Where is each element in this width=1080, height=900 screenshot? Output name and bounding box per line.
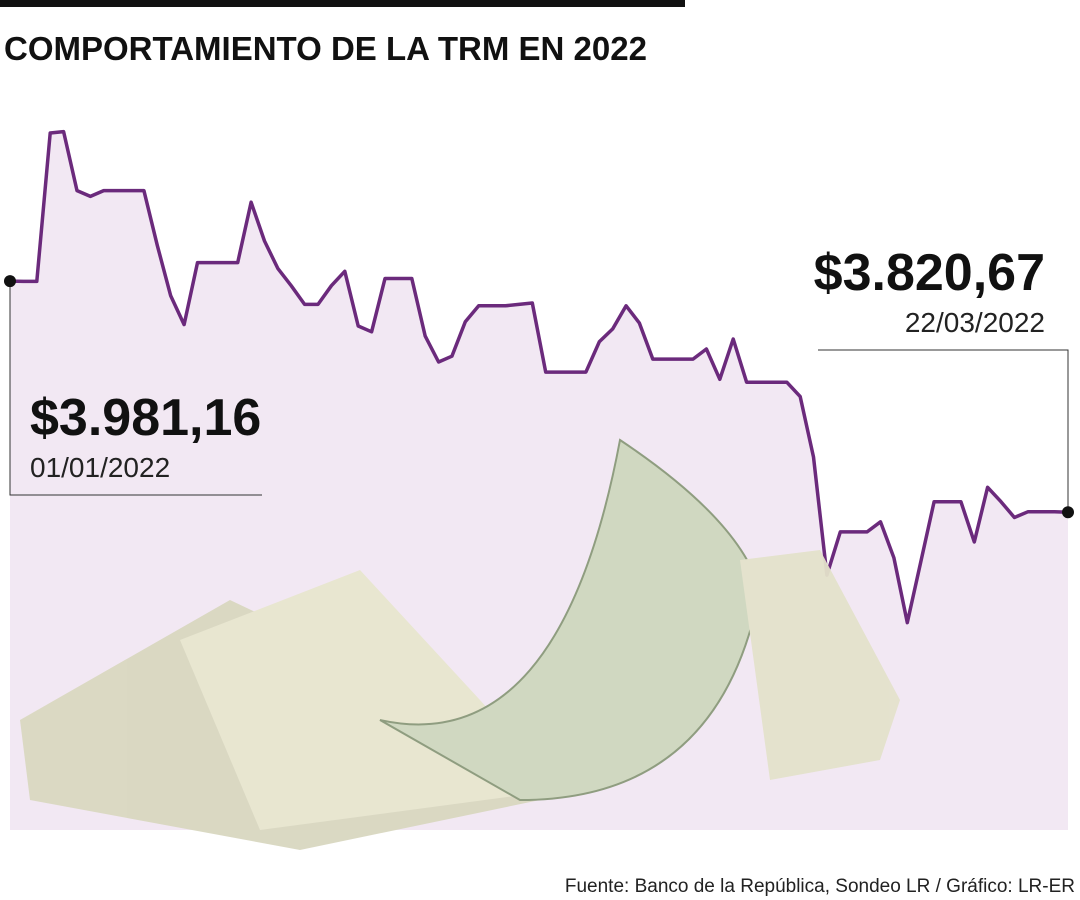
bills [740, 550, 900, 780]
chart-title: COMPORTAMIENTO DE LA TRM EN 2022 [4, 30, 647, 67]
annotation-value: $3.820,67 [814, 244, 1045, 302]
point-marker [1062, 506, 1074, 519]
leader-line [9, 281, 262, 496]
leader-line [818, 349, 1069, 513]
annotation-date: 22/03/2022 [905, 307, 1045, 338]
annotation-value: $3.981,16 [30, 389, 261, 447]
money-illustration [20, 438, 900, 850]
source: Fuente: Banco de la República, Sondeo LR… [565, 876, 1075, 897]
top-rule [0, 0, 685, 7]
point-marker [4, 275, 16, 288]
trm-line [9, 129, 1069, 625]
bill-curl [379, 438, 762, 802]
annotation-date: 01/01/2022 [30, 452, 170, 483]
